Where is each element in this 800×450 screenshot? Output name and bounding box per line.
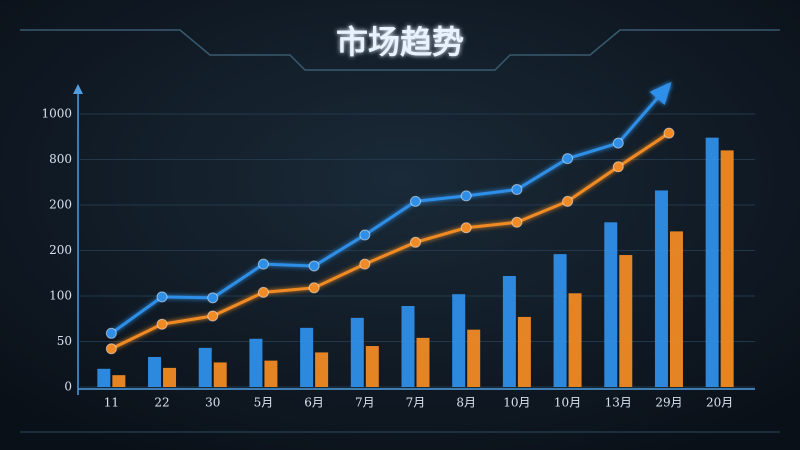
line-point <box>207 310 219 322</box>
x-tick-label: 30 <box>205 396 220 410</box>
line-point <box>460 190 472 202</box>
bar <box>452 294 466 387</box>
line-point <box>359 258 371 270</box>
x-tick-label: 10月 <box>554 396 581 410</box>
bar <box>249 338 263 387</box>
bar <box>112 375 126 387</box>
bar <box>300 327 314 387</box>
bar <box>365 346 379 387</box>
line-point <box>663 127 675 139</box>
bar <box>148 356 162 387</box>
x-tick-label: 29月 <box>655 396 682 410</box>
bar <box>416 337 430 387</box>
line-point <box>308 282 320 294</box>
line-point <box>257 286 269 298</box>
line-point <box>359 229 371 241</box>
y-tick-label: 50 <box>57 334 72 348</box>
line-point <box>562 153 574 165</box>
line-point <box>410 195 421 207</box>
line-arrow <box>649 81 672 106</box>
y-axis-arrow <box>73 84 83 94</box>
bar <box>315 352 329 387</box>
line-point <box>562 195 574 207</box>
x-tick-label: 6月 <box>304 396 324 410</box>
bar <box>553 254 567 387</box>
line-point <box>410 236 421 248</box>
line-point <box>612 161 624 173</box>
x-tick-label: 13月 <box>605 396 632 410</box>
bar <box>97 368 111 387</box>
line-point <box>156 318 168 330</box>
y-tick-label: 800 <box>49 152 72 166</box>
bar <box>669 231 683 387</box>
line-point <box>105 343 117 355</box>
x-tick-label: 7月 <box>355 396 375 410</box>
bar <box>198 347 212 387</box>
line-point <box>156 291 168 303</box>
line <box>110 131 670 351</box>
bar <box>568 293 582 387</box>
y-tick-label: 200 <box>49 198 72 212</box>
bar <box>720 150 734 387</box>
bar <box>619 255 633 387</box>
bar <box>604 222 618 387</box>
bar <box>705 137 719 387</box>
y-tick-label: 0 <box>64 380 72 394</box>
bar <box>350 317 364 387</box>
y-tick-label: 1000 <box>41 107 72 121</box>
x-tick-label: 5月 <box>254 396 274 410</box>
line-point <box>105 327 117 339</box>
x-tick-label: 11 <box>104 396 119 410</box>
bar <box>654 190 668 387</box>
x-tick-label: 20月 <box>706 396 733 410</box>
x-tick-label: 8月 <box>456 396 476 410</box>
bar <box>163 367 177 387</box>
frame-top <box>20 29 780 71</box>
line-point <box>257 258 269 270</box>
bar <box>213 362 227 387</box>
chart-title: 市场趋势 <box>336 23 464 61</box>
x-tick-label: 22 <box>154 396 169 410</box>
bar <box>401 306 415 387</box>
line-point <box>207 292 219 304</box>
line-point <box>612 137 624 149</box>
y-tick-label: 100 <box>49 289 72 303</box>
x-tick-label: 10月 <box>503 396 530 410</box>
line-point <box>460 222 472 234</box>
bar <box>467 329 481 387</box>
x-tick-label: 7月 <box>406 396 426 410</box>
line-point <box>308 260 320 272</box>
line-point <box>511 184 523 196</box>
bar <box>264 360 278 387</box>
bar <box>517 316 531 387</box>
line <box>110 83 671 335</box>
line-point <box>511 216 523 228</box>
y-tick-label: 200 <box>49 243 72 257</box>
bar <box>502 275 516 387</box>
